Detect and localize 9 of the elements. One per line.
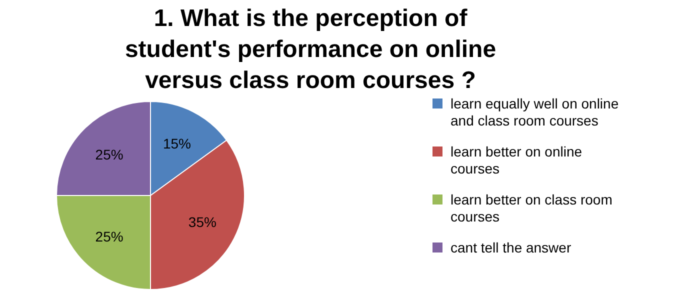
data-label: 25% — [95, 146, 124, 162]
legend-label: cant tell the answer — [450, 240, 572, 256]
data-label: 25% — [95, 228, 124, 245]
legend-label: learn equally well on online and class room courses — [450, 96, 619, 128]
data-label: 35% — [188, 214, 216, 230]
data-label: 15% — [162, 136, 191, 152]
legend-label: learn better on class room courses — [450, 192, 612, 224]
legend-label: learn better on online courses — [450, 144, 582, 176]
chart-title: 1. What is the perception of student's performance on online versus class room courses ? — [124, 5, 496, 94]
